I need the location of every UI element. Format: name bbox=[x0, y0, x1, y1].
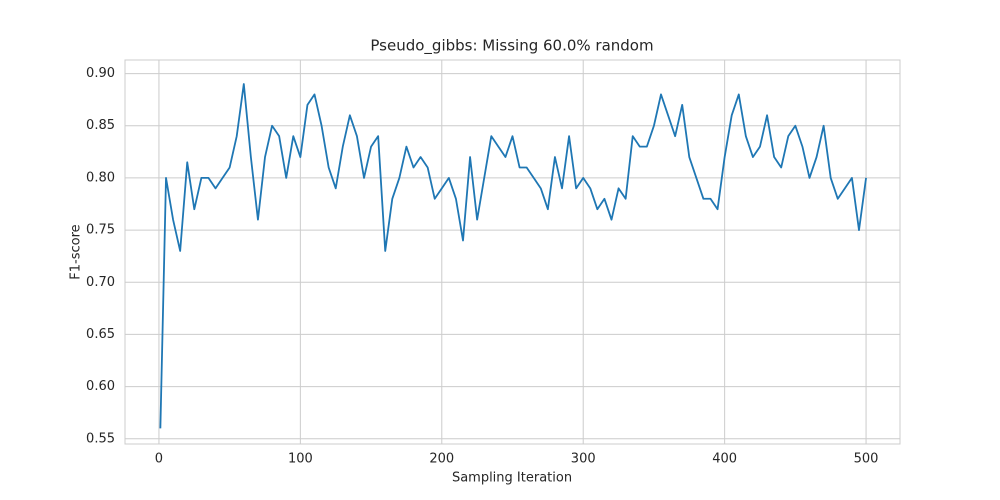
chart-title: Pseudo_gibbs: Missing 60.0% random bbox=[370, 37, 653, 56]
y-tick-label: 0.70 bbox=[86, 275, 115, 290]
x-axis-label: Sampling Iteration bbox=[452, 471, 572, 486]
y-tick-label: 0.90 bbox=[86, 66, 115, 81]
plot-border bbox=[124, 59, 901, 445]
data-line bbox=[159, 83, 867, 429]
y-tick-label: 0.55 bbox=[86, 431, 115, 446]
y-axis-label: F1-score bbox=[69, 224, 84, 279]
y-tick-label: 0.60 bbox=[86, 379, 115, 394]
y-tick-label: 0.75 bbox=[86, 223, 115, 238]
y-tick-label: 0.80 bbox=[86, 170, 115, 185]
x-tick-label: 500 bbox=[854, 452, 879, 467]
y-tick-label: 0.65 bbox=[86, 327, 115, 342]
x-tick-label: 200 bbox=[429, 452, 454, 467]
x-tick-label: 0 bbox=[155, 452, 163, 467]
x-tick-label: 300 bbox=[571, 452, 596, 467]
y-tick-label: 0.85 bbox=[86, 118, 115, 133]
x-tick-label: 100 bbox=[288, 452, 313, 467]
x-tick-label: 400 bbox=[712, 452, 737, 467]
